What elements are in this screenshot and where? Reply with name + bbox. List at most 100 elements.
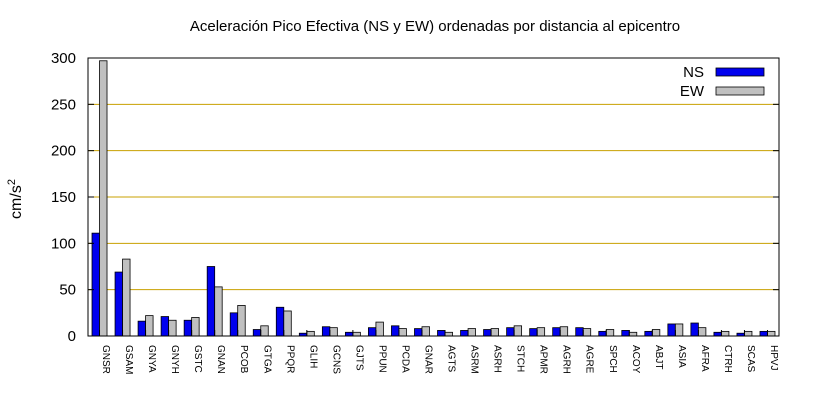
bar-ew-spch: [605, 329, 615, 337]
bar-ew-gnan: [214, 286, 223, 337]
bar-ew-ppqr: [283, 310, 292, 337]
y-tick-label: 50: [59, 282, 76, 299]
x-tick-label: GNYA: [146, 345, 157, 373]
bar-ns-gjts: [344, 331, 354, 337]
bar-ew-agts: [444, 331, 453, 337]
bar-ns-ppun: [368, 327, 377, 337]
bar-ns-asrm: [460, 330, 469, 337]
bar-ns-apmr: [529, 328, 538, 337]
bar-ns-asrh: [483, 329, 492, 337]
y-tick-label: 0: [68, 328, 76, 345]
bar-ns-gnsr: [91, 232, 100, 337]
x-tick-label: SCAS: [745, 345, 756, 373]
bar-ew-gstc: [191, 317, 200, 337]
legend-swatch: [715, 67, 765, 77]
bar-ew-agrh: [559, 326, 569, 337]
x-tick-label: GSAM: [123, 345, 134, 374]
x-tick-label: PCDA: [399, 345, 410, 373]
chart-title: Aceleración Pico Efectiva (NS y EW) orde…: [190, 18, 680, 35]
x-tick-label: GNAR: [422, 345, 433, 374]
y-tick-label: 300: [51, 50, 76, 67]
bar-ns-asia: [667, 323, 676, 337]
x-tick-label: AGTS: [446, 345, 457, 373]
x-tick-label: PPQR: [284, 345, 295, 373]
y-tick-label: 250: [51, 96, 76, 113]
x-tick-label: ASRM: [469, 345, 480, 374]
bar-ns-gnan: [206, 266, 216, 337]
bar-ew-pcda: [398, 328, 407, 337]
bar-ns-gtga: [252, 329, 262, 337]
x-tick-label: GTGA: [261, 345, 272, 374]
legend: NS EW: [680, 64, 765, 100]
x-tick-label: GCNS: [330, 345, 341, 374]
bar-ns-gnar: [414, 328, 423, 337]
bar-ns-pcob: [229, 312, 239, 337]
bar-ew-asrm: [467, 328, 476, 337]
x-axis-ticks: GNSR GSAM GNYA GNYH GSTC GNAN PCOB GTGA PPQR GLIH…: [99, 330, 779, 374]
y-axis-label-exponent: 2: [6, 179, 18, 185]
bar-ew-ctrh: [721, 330, 730, 337]
bar-ew-asia: [674, 323, 684, 337]
bar-ns-gsam: [114, 271, 123, 337]
bar-ew-abjt: [651, 329, 661, 337]
bar-ns-acoy: [621, 330, 630, 337]
bar-ew-glih: [306, 330, 315, 337]
bar-ns-afra: [690, 322, 699, 337]
bar-ew-ppun: [375, 321, 384, 337]
bar-ns-gcns: [321, 326, 331, 337]
y-tick-label: 150: [51, 189, 76, 206]
y-axis-label: cm/s2: [6, 179, 25, 219]
legend-swatch: [715, 86, 765, 96]
bar-ns-gnyh: [160, 316, 170, 337]
x-tick-label: GNAN: [215, 345, 226, 374]
bar-ns-agrh: [552, 327, 561, 337]
x-tick-label: ASIA: [676, 345, 687, 368]
x-tick-label: PPUN: [376, 345, 387, 373]
x-tick-label: GJTS: [353, 345, 364, 371]
x-tick-label: PCOB: [238, 345, 249, 374]
bar-ew-agre: [582, 328, 592, 337]
bar-ew-gtga: [260, 325, 269, 337]
x-tick-label: CTRH: [722, 345, 733, 373]
x-tick-label: ASRH: [492, 345, 503, 373]
bar-ew-gnya: [145, 315, 154, 337]
bar-ns-abjt: [644, 330, 653, 337]
x-tick-label: ACOY: [630, 345, 641, 374]
bar-ew-acoy: [628, 331, 638, 337]
x-tick-label: APMR: [538, 345, 549, 374]
bar-ew-apmr: [536, 327, 546, 337]
bar-ns-pcda: [391, 325, 400, 337]
x-tick-label: AGRH: [561, 345, 572, 374]
bar-ew-asrh: [490, 328, 499, 337]
x-tick-label: HPVJ: [768, 345, 779, 371]
bar-ns-gstc: [183, 319, 193, 337]
bar-ns-ppqr: [275, 306, 285, 337]
bar-ew-gjts: [352, 331, 361, 337]
bar-ew-afra: [697, 327, 707, 337]
x-tick-label: SPCH: [607, 345, 618, 373]
bar-ew-hpvj: [767, 330, 776, 337]
bar-ew-pcob: [237, 305, 246, 337]
y-tick-label: 100: [51, 235, 76, 252]
bar-ns-gnya: [137, 320, 146, 337]
grid-lines: [88, 103, 779, 291]
y-tick-label: 200: [51, 143, 76, 160]
y-axis-ticks: 0 50 100 150 200 250 300: [51, 50, 779, 345]
bar-ew-gnar: [421, 326, 430, 337]
x-tick-label: STCH: [515, 345, 526, 372]
x-tick-label: AFRA: [699, 345, 710, 372]
bar-ns-agts: [437, 330, 446, 337]
x-tick-label: ABJT: [653, 345, 664, 369]
bar-ns-ctrh: [713, 331, 722, 337]
bar-ns-hpvj: [759, 330, 768, 337]
bar-ns-spch: [598, 330, 607, 337]
x-tick-label: GSTC: [192, 345, 203, 373]
x-tick-label: GNSR: [100, 345, 111, 374]
bar-ew-gnsr: [99, 60, 108, 337]
bars: [91, 60, 776, 337]
bar-ns-agre: [575, 327, 584, 337]
legend-label: EW: [680, 83, 705, 100]
x-tick-label: AGRE: [584, 345, 595, 374]
x-tick-label: GNYH: [169, 345, 180, 374]
